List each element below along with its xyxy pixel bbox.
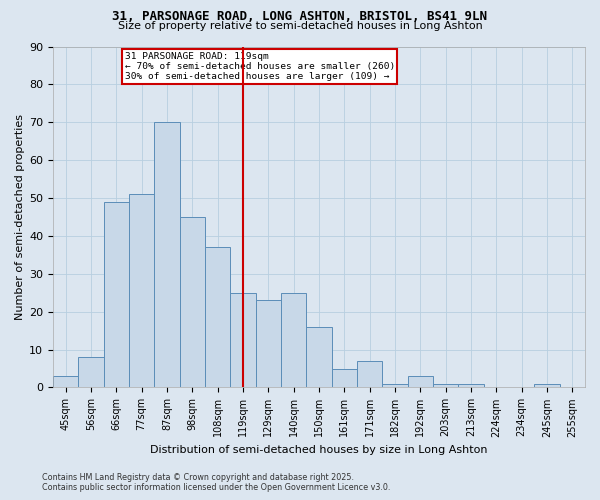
Text: Size of property relative to semi-detached houses in Long Ashton: Size of property relative to semi-detach…	[118, 21, 482, 31]
Text: 31 PARSONAGE ROAD: 119sqm
← 70% of semi-detached houses are smaller (260)
30% of: 31 PARSONAGE ROAD: 119sqm ← 70% of semi-…	[125, 52, 395, 82]
Bar	[205, 248, 230, 388]
Text: 31, PARSONAGE ROAD, LONG ASHTON, BRISTOL, BS41 9LN: 31, PARSONAGE ROAD, LONG ASHTON, BRISTOL…	[113, 10, 487, 23]
Bar	[104, 202, 129, 388]
Bar	[230, 292, 256, 388]
Bar	[307, 327, 332, 388]
Bar	[382, 384, 407, 388]
Y-axis label: Number of semi-detached properties: Number of semi-detached properties	[15, 114, 25, 320]
Bar	[53, 376, 79, 388]
Bar	[154, 122, 179, 388]
Bar	[281, 292, 307, 388]
Bar	[256, 300, 281, 388]
Bar	[433, 384, 458, 388]
X-axis label: Distribution of semi-detached houses by size in Long Ashton: Distribution of semi-detached houses by …	[150, 445, 488, 455]
Bar	[535, 384, 560, 388]
Bar	[79, 357, 104, 388]
Bar	[332, 368, 357, 388]
Bar	[357, 361, 382, 388]
Bar	[407, 376, 433, 388]
Bar	[179, 217, 205, 388]
Bar	[129, 194, 154, 388]
Bar	[458, 384, 484, 388]
Text: Contains HM Land Registry data © Crown copyright and database right 2025.
Contai: Contains HM Land Registry data © Crown c…	[42, 473, 391, 492]
